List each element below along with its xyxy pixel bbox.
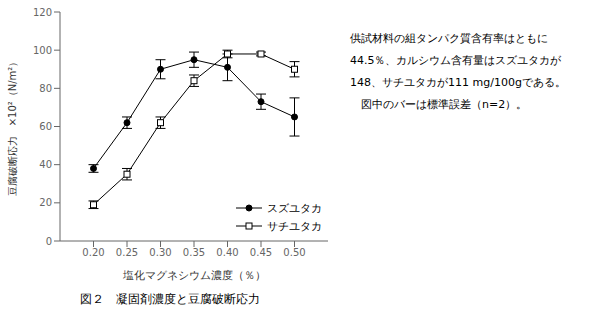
html-text:図２ 凝固剤濃度と豆腐破断応力: 図２ 凝固剤濃度と豆腐破断応力 bbox=[80, 292, 260, 306]
svg-text:0.20: 0.20 bbox=[82, 247, 104, 258]
svg-text:40: 40 bbox=[39, 159, 52, 170]
html-text:供試材料の組タンパク質含有率はともに: 供試材料の組タンパク質含有率はともに bbox=[350, 32, 548, 45]
html-text:スズユタカ: スズユタカ bbox=[267, 201, 322, 215]
svg-text:0.40: 0.40 bbox=[216, 247, 238, 258]
html-text:148、サチユタカが111 mg/100gである。: 148、サチユタカが111 mg/100gである。 bbox=[350, 76, 566, 89]
svg-text:0.25: 0.25 bbox=[116, 247, 138, 258]
html-text:サチユタカ: サチユタカ bbox=[267, 219, 322, 233]
svg-text:塩化マグネシウム濃度（％）: 塩化マグネシウム濃度（％） bbox=[122, 269, 266, 282]
svg-text:20: 20 bbox=[39, 197, 52, 208]
svg-text:0.45: 0.45 bbox=[250, 247, 272, 258]
svg-text:0.30: 0.30 bbox=[149, 247, 171, 258]
html-text:44.5％、カルシウム含有量はスズユタカが: 44.5％、カルシウム含有量はスズユタカが bbox=[350, 54, 562, 67]
svg-text:80: 80 bbox=[39, 83, 52, 94]
svg-text:0.50: 0.50 bbox=[283, 247, 305, 258]
svg-text:豆腐破断応力 ×10²（N/m²）: 豆腐破断応力 ×10²（N/m²） bbox=[8, 57, 18, 197]
svg-text:60: 60 bbox=[39, 121, 52, 132]
svg-text:0.35: 0.35 bbox=[183, 247, 205, 258]
svg-text:100: 100 bbox=[33, 45, 52, 56]
svg-text:120: 120 bbox=[33, 7, 52, 18]
html-text:図中のバーは標準誤差（n=2）。: 図中のバーは標準誤差（n=2）。 bbox=[350, 98, 528, 111]
svg-text:0: 0 bbox=[46, 236, 52, 247]
